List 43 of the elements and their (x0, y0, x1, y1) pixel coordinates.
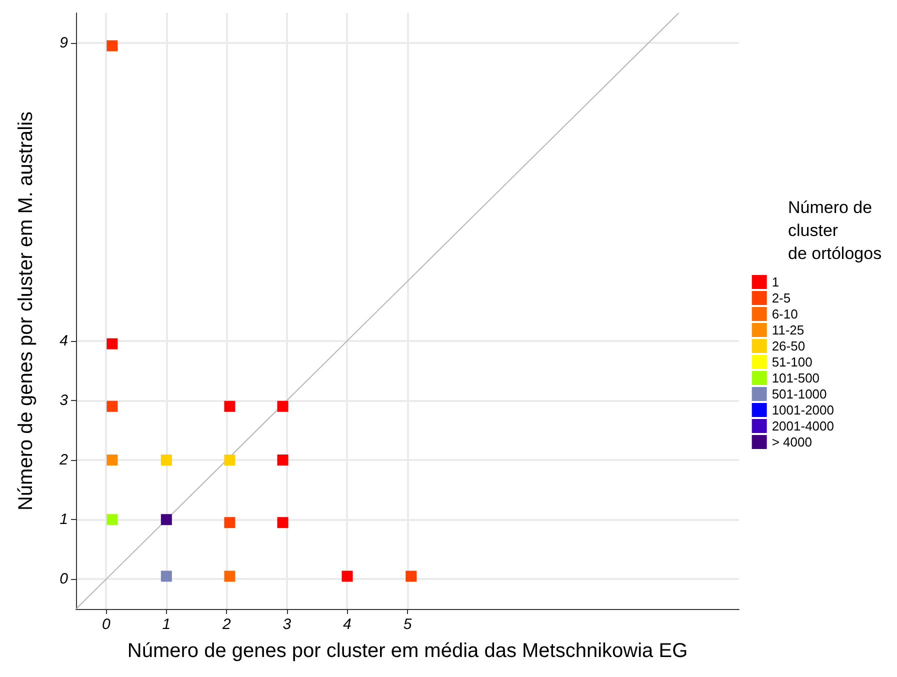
point (224, 570, 236, 582)
point (224, 400, 236, 412)
point (224, 517, 236, 528)
legend-label: 11-25 (772, 322, 804, 338)
legend-label: 26-50 (772, 338, 806, 354)
x-tick-label: 4 (343, 616, 352, 633)
point (160, 570, 172, 582)
y-tick-label: 9 (60, 34, 69, 52)
y-tick-label: 2 (58, 452, 69, 468)
point (277, 454, 288, 466)
y-tick-label: 3 (60, 392, 69, 409)
legend-label: 1001-2000 (772, 402, 834, 418)
legend-title: Número de cluster de ortólogos (788, 198, 882, 263)
x-axis-title: Número de genes por cluster em média das Metschnikowia EG (127, 640, 688, 662)
x-tick-label: 5 (403, 616, 412, 633)
legend-label: 501-1000 (772, 386, 827, 402)
legend-label: > 4000 (772, 434, 812, 450)
y-tick-label: 4 (60, 332, 68, 350)
x-tick-label: 2 (222, 616, 232, 633)
point (277, 400, 288, 412)
legend-label: 101-500 (772, 370, 820, 386)
point (106, 514, 118, 526)
x-tick-label: 0 (102, 616, 111, 633)
point (106, 338, 118, 350)
point (106, 40, 118, 52)
legend-label: 6-10 (772, 306, 798, 322)
y-axis-title: Número de genes por cluster em M. australis (15, 111, 37, 511)
point (106, 454, 118, 466)
legend-label: 51-100 (772, 354, 812, 370)
legend-label: 1 (772, 274, 780, 290)
point (277, 517, 288, 528)
point (406, 570, 417, 582)
x-tick-label: 1 (162, 616, 171, 633)
point (160, 514, 172, 526)
y-tick-label: 0 (60, 570, 69, 588)
legend-label: 2-5 (772, 290, 791, 306)
point (224, 454, 236, 466)
x-tick-label: 3 (282, 616, 292, 633)
point (106, 400, 118, 412)
legend-label: 2001-4000 (772, 418, 834, 434)
point (160, 454, 172, 466)
point (342, 570, 353, 582)
y-tick-label: 1 (60, 511, 68, 528)
